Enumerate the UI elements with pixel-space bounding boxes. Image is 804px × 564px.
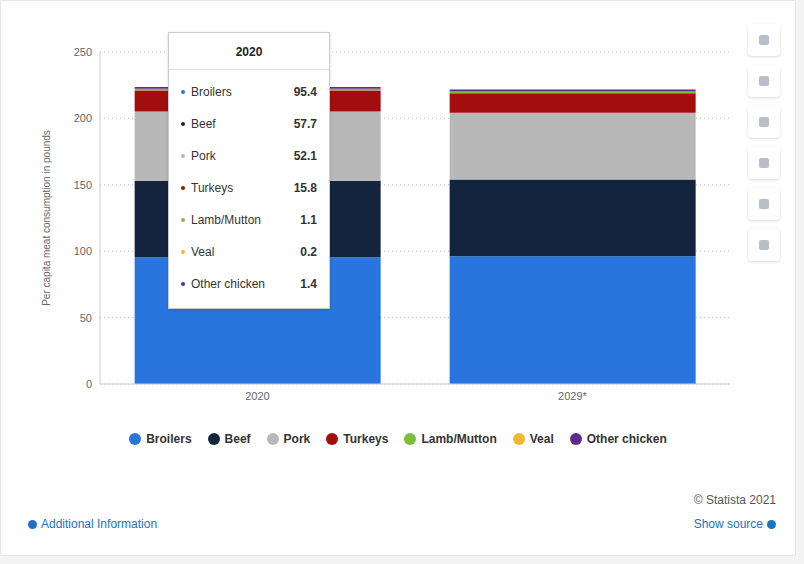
- html-text:Lamb/Mutton: Lamb/Mutton: [191, 213, 261, 227]
- html-text:Turkeys: Turkeys: [343, 432, 389, 446]
- html-text:Pork: Pork: [191, 149, 216, 163]
- html-text:Turkeys: Turkeys: [191, 181, 234, 195]
- svg-text:150: 150: [74, 179, 92, 191]
- html-text:© Statista 2021: © Statista 2021: [693, 493, 776, 507]
- html-text:Additional Information: Additional Information: [41, 517, 158, 531]
- html-text:0.2: 0.2: [300, 245, 317, 259]
- html-text:2020: 2020: [235, 45, 263, 59]
- html-text:15.8: 15.8: [293, 181, 317, 195]
- svg-text:200: 200: [74, 112, 92, 124]
- html-text:Beef: Beef: [224, 432, 251, 446]
- html-text:Show source: Show source: [693, 517, 763, 531]
- html-text:52.1: 52.1: [293, 149, 317, 163]
- svg-text:100: 100: [74, 245, 92, 257]
- svg-text:50: 50: [80, 312, 92, 324]
- svg-text:Per capita meat consumption in: Per capita meat consumption in pounds: [41, 130, 52, 306]
- html-text:95.4: 95.4: [293, 85, 317, 99]
- svg-text:0: 0: [86, 378, 92, 390]
- html-text:Veal: Veal: [191, 245, 215, 259]
- html-text:Other chicken: Other chicken: [191, 277, 265, 291]
- svg-text:250: 250: [74, 46, 92, 58]
- html-text:Beef: Beef: [191, 117, 216, 131]
- html-text:Lamb/Mutton: Lamb/Mutton: [421, 432, 497, 446]
- svg-text:2029*: 2029*: [558, 390, 587, 402]
- html-text:Pork: Pork: [283, 432, 311, 446]
- html-text:57.7: 57.7: [293, 117, 317, 131]
- html-text:Veal: Veal: [529, 432, 554, 446]
- html-text:1.4: 1.4: [300, 277, 317, 291]
- html-text:Broilers: Broilers: [146, 432, 192, 446]
- html-text:1.1: 1.1: [300, 213, 317, 227]
- html-text:Broilers: Broilers: [191, 85, 232, 99]
- html-text:Other chicken: Other chicken: [586, 432, 667, 446]
- svg-text:2020: 2020: [245, 390, 269, 402]
